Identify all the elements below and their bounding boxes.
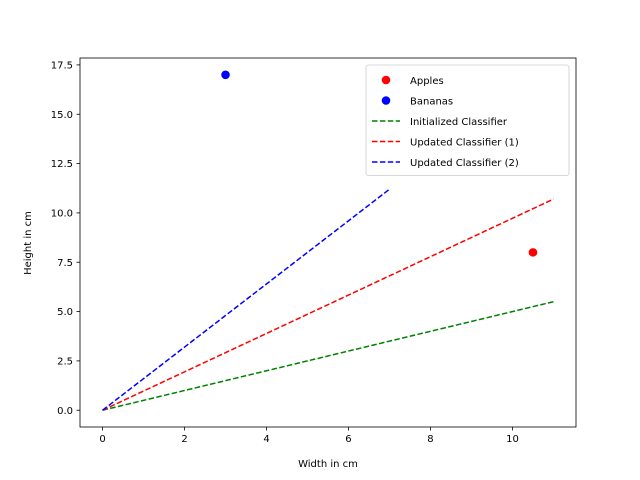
series-line-updated-classifier-2 (102, 188, 390, 411)
data-point-bananas (221, 70, 230, 80)
x-tick-label: 2 (181, 434, 187, 445)
y-tick-label: 7.5 (57, 258, 73, 269)
legend-box (365, 64, 570, 176)
x-axis-title: Width in cm (298, 459, 358, 470)
legend-label-apples: Apples (410, 76, 444, 87)
axes-frame (79, 57, 577, 428)
plot-area (102, 70, 554, 411)
y-tick-label: 0.0 (57, 406, 73, 417)
y-tick-label: 2.5 (57, 356, 73, 367)
y-tick-label: 5.0 (57, 307, 73, 318)
y-axis-title: Height in cm (23, 211, 34, 275)
legend-label-initialized-classifier: Initialized Classifier (410, 117, 508, 128)
y-tick-label: 17.5 (51, 61, 73, 72)
y-tick-label: 15.0 (51, 110, 73, 121)
legend-marker-bananas (381, 96, 391, 105)
legend: Apples Bananas Initialized Classifier Updat… (365, 64, 570, 176)
x-tick-label: 4 (263, 434, 269, 445)
legend-label-updated-classifier-1: Updated Classifier (1) (410, 137, 519, 148)
series-line-updated-classifier-1 (102, 198, 554, 411)
x-tick-label: 8 (427, 434, 433, 445)
data-point-apples (528, 248, 538, 257)
y-tick-label: 12.5 (51, 159, 73, 170)
legend-label-updated-classifier-2: Updated Classifier (2) (410, 158, 519, 169)
axes: 0 2 4 6 8 10 0.0 2.5 5.0 7.5 10.0 12.5 15.0 17.5 (51, 57, 577, 445)
legend-marker-apples (381, 75, 391, 85)
y-tick-label: 10.0 (51, 209, 73, 220)
legend-label-bananas: Bananas (410, 96, 453, 107)
series-line-initialized-classifier (102, 300, 554, 411)
x-tick-label: 10 (506, 434, 519, 445)
x-tick-label: 0 (99, 434, 105, 445)
x-tick-label: 6 (345, 434, 351, 445)
